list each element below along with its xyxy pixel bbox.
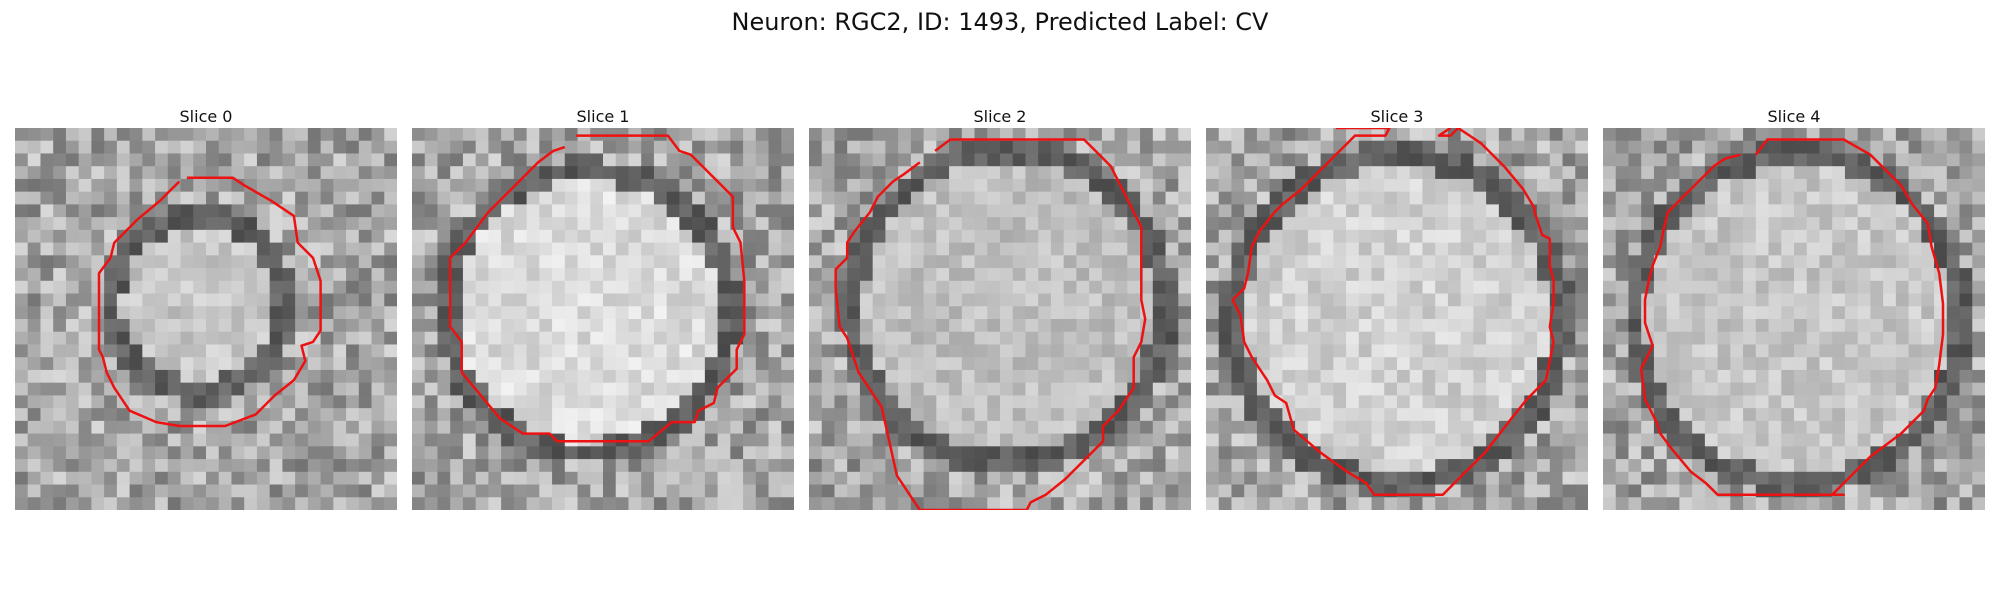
slice-panel-2: Slice 2 bbox=[809, 106, 1191, 510]
slice-image-4 bbox=[1603, 128, 1985, 510]
slice-image-2 bbox=[809, 128, 1191, 510]
slice-image-0 bbox=[15, 128, 397, 510]
segmentation-contour-4 bbox=[1639, 138, 1945, 496]
slice-title-4: Slice 4 bbox=[1767, 107, 1821, 126]
slice-title-1: Slice 1 bbox=[576, 107, 630, 126]
slice-image-1 bbox=[412, 128, 794, 510]
slice-title-3: Slice 3 bbox=[1370, 107, 1424, 126]
slice-title-2: Slice 2 bbox=[973, 107, 1027, 126]
slice-panel-0: Slice 0 bbox=[15, 106, 397, 510]
slice-panel-3: Slice 3 bbox=[1206, 106, 1588, 510]
figure-title: Neuron: RGC2, ID: 1493, Predicted Label:… bbox=[731, 8, 1269, 36]
pixel-grid-2 bbox=[809, 128, 1191, 510]
segmentation-contour-3 bbox=[1231, 128, 1555, 496]
slice-image-3 bbox=[1206, 128, 1588, 510]
pixel-grid-4 bbox=[1603, 128, 1985, 510]
pixel-grid-1 bbox=[412, 128, 794, 510]
pixel-grid-0 bbox=[15, 128, 397, 510]
segmentation-contour-0 bbox=[97, 176, 322, 428]
segmentation-contour-1 bbox=[448, 134, 746, 443]
slice-title-0: Slice 0 bbox=[179, 107, 233, 126]
pixel-grid-3 bbox=[1206, 128, 1588, 510]
slice-panel-4: Slice 4 bbox=[1603, 106, 1985, 510]
slice-panel-1: Slice 1 bbox=[412, 106, 794, 510]
segmentation-contour-2 bbox=[834, 138, 1147, 510]
